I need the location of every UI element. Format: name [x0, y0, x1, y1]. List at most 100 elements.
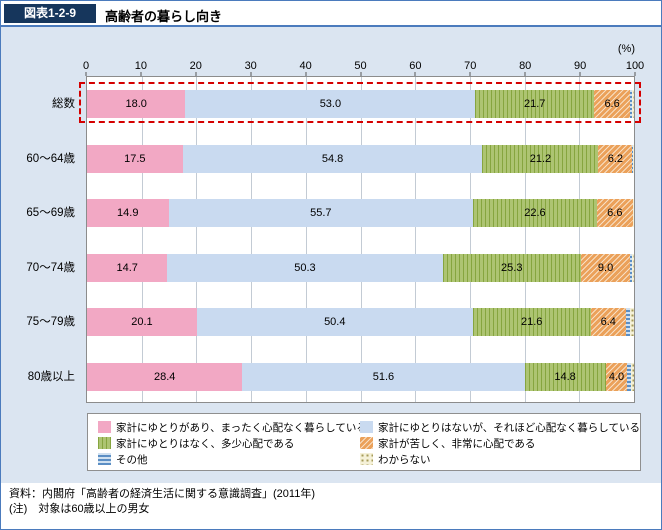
legend-swatch — [360, 421, 373, 433]
bar-segment: 6.6 — [594, 90, 631, 119]
legend-swatch — [98, 437, 111, 449]
gridline — [524, 77, 526, 402]
legend-label: 家計が苦しく、非常に心配である — [378, 437, 536, 450]
bar-segment: 22.6 — [473, 199, 597, 228]
bar-segment: 54.8 — [182, 144, 483, 173]
bar-segment: 28.4 — [87, 362, 243, 391]
legend-swatch — [98, 453, 111, 465]
bar-segment: 9.0 — [580, 253, 631, 282]
bar-segment: 14.9 — [87, 199, 169, 228]
bar-segment: 21.7 — [475, 90, 595, 119]
bar-value-label: 55.7 — [310, 207, 332, 220]
category-label: 70〜74歳 — [26, 261, 75, 274]
target-note: (注) 対象は60歳以上の男女 — [9, 503, 150, 515]
bar-segment-small — [632, 90, 634, 119]
legend-label: 家計にゆとりはなく、多少心配である — [116, 437, 295, 450]
tick-mark — [85, 72, 87, 76]
gridline — [415, 77, 417, 402]
legend: 家計にゆとりがあり、まったく心配なく暮らしている 家計にゆとりはないが、それほど心… — [87, 413, 641, 471]
tick-mark — [360, 72, 361, 76]
bar-row: 28.4 51.6 14.8 4.0 — [87, 362, 634, 391]
legend-label: 家計にゆとりはないが、それほど心配なく暮らしている — [378, 421, 640, 434]
bar-segment-small — [630, 253, 633, 282]
category-label: 総数 — [52, 98, 75, 111]
tick-mark — [634, 72, 636, 76]
category-label: 65〜69歳 — [26, 207, 75, 220]
x-tick-label: 100 — [625, 60, 645, 72]
bar-segment-small — [625, 308, 630, 337]
legend-label: その他 — [116, 453, 148, 466]
bar-row: 14.7 50.3 25.3 9.0 — [87, 253, 634, 282]
bar-value-label: 50.3 — [294, 261, 316, 274]
bar-segment: 6.4 — [590, 308, 626, 337]
bar-segment: 20.1 — [87, 308, 197, 337]
category-label: 75〜79歳 — [26, 316, 75, 329]
tick-mark — [250, 72, 252, 76]
source-note: 資料：内閣府「高齢者の経済生活に関する意識調査」(2011年) — [9, 488, 315, 500]
figure-header: 図表1-2-9 高齢者の暮らし向き — [1, 1, 661, 27]
tick-mark — [579, 72, 581, 76]
legend-item: 家計にゆとりがあり、まったく心配なく暮らしている — [98, 420, 367, 435]
bar-value-label: 6.4 — [600, 316, 616, 329]
bar-value-label: 54.8 — [321, 152, 344, 165]
legend-swatch — [360, 453, 373, 465]
bar-segment: 17.5 — [87, 144, 183, 173]
bar-value-label: 21.7 — [523, 98, 546, 111]
tick-mark — [524, 72, 526, 76]
bar-value-label: 18.0 — [125, 98, 147, 111]
bar-value-label: 20.1 — [131, 316, 153, 329]
x-axis-ticks: 0 10 20 30 40 50 60 70 80 90 100 — [82, 60, 644, 73]
bar-segment: 55.7 — [168, 199, 474, 228]
bar-segment-small — [633, 144, 634, 173]
bar-row: 18.0 53.0 21.7 6.6 — [87, 90, 634, 119]
bar-segment: 51.6 — [242, 362, 525, 391]
bar-segment-small — [632, 144, 634, 173]
bar-segment-small — [630, 90, 633, 119]
x-tick-label: 60 — [409, 60, 422, 72]
bar-segment: 21.6 — [472, 308, 591, 337]
bar-segment: 14.7 — [87, 253, 168, 282]
bar-segment-small — [627, 362, 631, 391]
tick-marks — [85, 72, 636, 76]
bar-value-label: 14.9 — [117, 207, 139, 220]
x-tick-label: 50 — [354, 60, 367, 72]
page-title: 高齢者の暮らし向き — [105, 9, 223, 24]
legend-item: 家計にゆとりはないが、それほど心配なく暮らしている — [360, 420, 640, 435]
bar-value-label: 6.6 — [604, 98, 620, 111]
x-tick-label: 70 — [464, 60, 477, 72]
legend-label: わからない — [378, 453, 431, 466]
tick-mark — [414, 72, 416, 76]
bar-value-label: 14.7 — [116, 261, 138, 274]
bar-segment-small — [633, 199, 634, 228]
legend-item: 家計が苦しく、非常に心配である — [360, 436, 640, 451]
axis-unit-label: (%) — [617, 43, 635, 55]
bar-segment-small — [630, 362, 634, 391]
x-tick-label: 20 — [189, 60, 202, 72]
category-label: 60〜64歳 — [26, 152, 75, 165]
category-labels: 総数 60〜64歳 65〜69歳 70〜74歳 75〜79歳 80歳以上 — [1, 76, 81, 403]
legend-swatch — [360, 437, 373, 449]
bar-value-label: 6.6 — [607, 207, 623, 220]
bar-segment: 14.8 — [524, 362, 606, 391]
bar-row: 17.5 54.8 21.2 6.2 — [87, 144, 634, 173]
tick-mark — [469, 72, 471, 76]
legend-swatch — [98, 421, 111, 433]
bar-value-label: 17.5 — [124, 152, 146, 165]
category-label: 80歳以上 — [27, 370, 75, 383]
bar-value-label: 21.6 — [520, 316, 543, 329]
legend-item: わからない — [360, 452, 640, 467]
bar-segment: 6.2 — [598, 144, 633, 173]
x-tick-label: 0 — [82, 60, 90, 72]
bar-segment: 25.3 — [442, 253, 581, 282]
x-tick-label: 40 — [299, 60, 312, 72]
tick-mark — [140, 72, 142, 76]
bar-row: 14.9 55.7 22.6 6.6 — [87, 199, 634, 228]
legend-item: その他 — [98, 452, 360, 467]
bar-value-label: 51.6 — [372, 370, 395, 383]
tick-mark — [305, 72, 307, 76]
gridline — [360, 77, 362, 402]
x-tick-label: 80 — [519, 60, 532, 72]
bar-segment: 50.3 — [167, 253, 443, 282]
bar-segment: 18.0 — [87, 90, 186, 119]
